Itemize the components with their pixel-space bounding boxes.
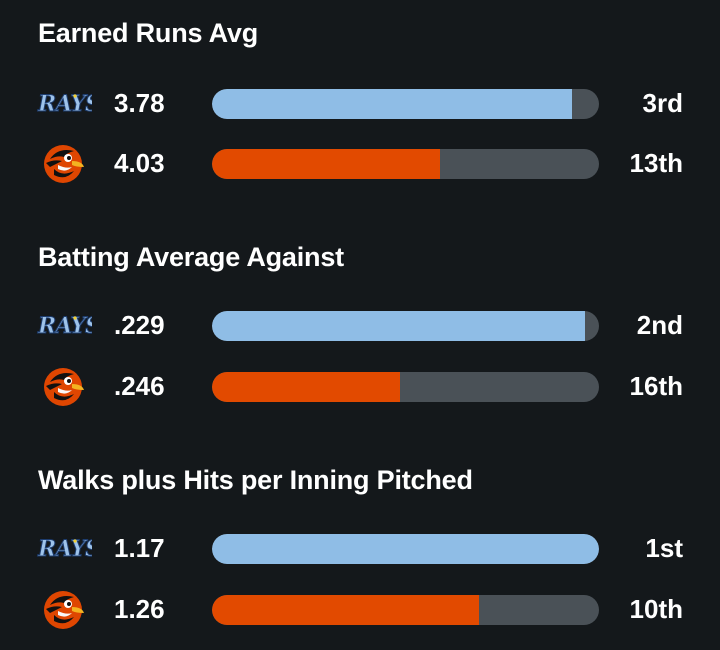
stat-row-orioles: 4.03 13th [0,141,720,185]
league-rank: 2nd [636,310,683,340]
stat-row-rays: RAYS 1.17 1st [0,526,720,570]
stat-value: 1.17 [114,533,165,563]
comparison-bar-track [212,534,599,564]
stat-value: 1.26 [114,594,165,624]
league-rank: 1st [645,533,683,563]
comparison-bar-track [212,595,599,625]
orioles-logo-icon [36,587,92,631]
orioles-logo-icon [36,141,92,185]
comparison-bar-fill [212,372,400,402]
comparison-bar-fill [212,534,599,564]
comparison-bar-fill [212,595,480,625]
rays-logo-icon: RAYS [36,526,93,570]
svg-text:RAYS: RAYS [37,91,92,117]
comparison-bar-fill [212,89,572,119]
section-title: Batting Average Against [38,242,344,272]
rays-logo-icon: RAYS [36,81,93,125]
orioles-logo-icon [36,364,92,408]
section-title: Walks plus Hits per Inning Pitched [38,465,473,495]
comparison-bar-track [212,372,599,402]
league-rank: 13th [629,148,683,178]
league-rank: 10th [629,594,683,624]
league-rank: 16th [629,371,683,401]
stat-row-orioles: .246 16th [0,364,720,408]
stat-value: 3.78 [114,88,165,118]
stat-value: .246 [114,371,165,401]
section-title: Earned Runs Avg [38,18,259,48]
comparison-bar-track [212,149,599,179]
stat-value: .229 [114,310,165,340]
stat-value: 4.03 [114,148,165,178]
comparison-bar-track [212,311,599,341]
league-rank: 3rd [642,88,683,118]
stat-row-orioles: 1.26 10th [0,587,720,631]
comparison-bar-track [212,89,599,119]
comparison-bar-fill [212,311,586,341]
stat-row-rays: RAYS .229 2nd [0,303,720,347]
rays-logo-icon: RAYS [36,303,93,347]
comparison-bar-fill [212,149,441,179]
stat-row-rays: RAYS 3.78 3rd [0,81,720,125]
svg-text:RAYS: RAYS [37,313,92,339]
svg-text:RAYS: RAYS [37,536,92,562]
